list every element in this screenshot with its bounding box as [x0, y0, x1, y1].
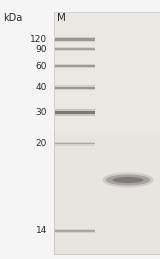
Bar: [55, 65, 95, 67]
Bar: [55, 143, 95, 145]
Text: 40: 40: [36, 83, 47, 92]
Text: 14: 14: [36, 226, 47, 235]
Bar: [55, 109, 95, 116]
Ellipse shape: [106, 175, 150, 185]
Text: 90: 90: [36, 45, 47, 54]
Ellipse shape: [102, 172, 154, 188]
Bar: [55, 64, 95, 68]
Bar: [55, 230, 95, 232]
Bar: [55, 142, 95, 146]
Bar: [54, 12, 160, 254]
Text: M: M: [57, 12, 66, 23]
Bar: [55, 37, 95, 42]
Text: 60: 60: [36, 62, 47, 71]
Bar: [55, 87, 95, 89]
Bar: [55, 38, 95, 41]
Bar: [55, 47, 95, 51]
Ellipse shape: [112, 177, 144, 183]
Text: 20: 20: [36, 139, 47, 148]
Bar: [55, 85, 95, 90]
Text: 30: 30: [36, 108, 47, 117]
Text: 120: 120: [30, 35, 47, 44]
Bar: [55, 111, 95, 114]
Bar: [55, 48, 95, 50]
Bar: [55, 229, 95, 233]
Text: kDa: kDa: [3, 12, 22, 23]
Bar: [54, 12, 160, 133]
